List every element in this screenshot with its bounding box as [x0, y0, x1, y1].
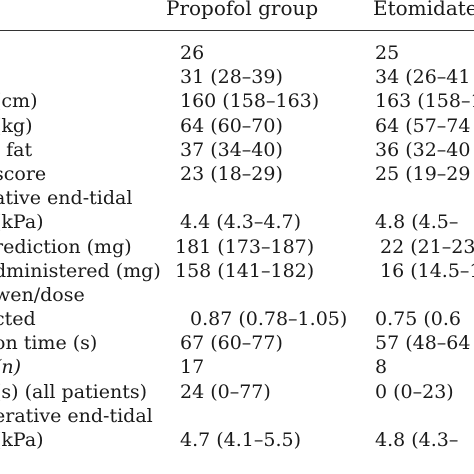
table-row: (kg) 64 (60–70) 64 (57–74 [0, 114, 474, 138]
header-etomidate-group: Etomidate g [373, 0, 474, 20]
table-row: rediction (mg) 181 (173–187) 22 (21–23 [0, 235, 474, 259]
etomidate-value: 8 [375, 356, 388, 379]
table-row: on time (s) 67 (60–77) 57 (48–64 [0, 331, 474, 355]
row-label: ) [0, 65, 1, 89]
row-label: rediction (mg) [0, 235, 132, 258]
etomidate-value: 25 (19–29 [375, 162, 471, 185]
table-row: ative end-tidal [0, 186, 474, 210]
row-label: erative end-tidal [0, 404, 153, 427]
etomidate-value: 34 (26–41 [375, 66, 471, 89]
table-row: erative end-tidal [0, 404, 474, 428]
propofol-value: 26 [180, 42, 205, 64]
etomidate-value: 0.75 (0.6 [375, 308, 461, 331]
propofol-value: 17 [180, 356, 205, 379]
etomidate-value: 57 (48–64 [375, 332, 471, 355]
table-row: · fat 37 (34–40) 36 (32–40 [0, 138, 474, 162]
etomidate-value: 0 (0–23) [375, 380, 454, 403]
table-row: dministered (mg) 158 (141–182) 16 (14.5–… [0, 259, 474, 283]
propofol-value: 31 (28–39) [180, 66, 283, 89]
table-header: Propofol group Etomidate g [0, 0, 474, 30]
row-label: wen/dose [0, 283, 85, 306]
row-label: (cm) [0, 90, 38, 113]
propofol-value: 64 (60–70) [180, 114, 283, 137]
etomidate-value: 22 (21–23 [380, 235, 474, 258]
row-label: on time (s) [0, 332, 98, 355]
row-label: (kPa) [0, 211, 44, 234]
propofol-value: 160 (158–163) [180, 90, 320, 113]
etomidate-value: 25 [375, 42, 400, 64]
row-label: (n) [0, 356, 22, 379]
etomidate-value: 64 (57–74 [375, 114, 471, 137]
row-label: (kPa) [0, 429, 44, 451]
etomidate-value: 16 (14.5–1 [380, 259, 474, 282]
row-label: ative end-tidal [0, 187, 133, 210]
row-label: dministered (mg) [0, 259, 161, 282]
row-label: (s) (all patients) [0, 380, 148, 403]
row-label: (kg) [0, 114, 33, 137]
propofol-value: 4.7 (4.1–5.5) [180, 429, 302, 451]
propofol-value: 24 (0–77) [180, 380, 271, 403]
propofol-value: 67 (60–77) [180, 332, 283, 355]
table-row: (n) 17 8 [0, 355, 474, 379]
table-row: (kPa) 4.7 (4.1–5.5) 4.8 (4.3– [0, 428, 474, 452]
etomidate-value: 4.8 (4.3– [375, 429, 459, 451]
propofol-value: 181 (173–187) [175, 235, 315, 258]
etomidate-value: 4.8 (4.5– [375, 211, 459, 234]
header-propofol-group: Propofol group [166, 0, 319, 20]
table-row: (cm) 160 (158–163) 163 (158–1 [0, 89, 474, 113]
row-label: score [0, 162, 47, 185]
table-row: ) 31 (28–39) 34 (26–41 [0, 65, 474, 89]
row-label: cted [0, 308, 36, 331]
propofol-value: 158 (141–182) [175, 259, 315, 282]
propofol-value: 37 (34–40) [180, 138, 283, 161]
table-row: cted 0.87 (0.78–1.05) 0.75 (0.6 [0, 307, 474, 331]
row-label: · fat [0, 138, 33, 161]
table-row: 26 25 [0, 41, 474, 65]
propofol-value: 23 (18–29) [180, 162, 283, 185]
table-row: (kPa) 4.4 (4.3–4.7) 4.8 (4.5– [0, 210, 474, 234]
propofol-value: 0.87 (0.78–1.05) [190, 308, 348, 331]
etomidate-value: 163 (158–1 [375, 90, 474, 113]
table-body: 26 25 ) 31 (28–39) 34 (26–41 (cm) 160 (1… [0, 41, 474, 452]
table-row: wen/dose [0, 283, 474, 307]
propofol-value: 4.4 (4.3–4.7) [180, 211, 302, 234]
etomidate-value: 36 (32–40 [375, 138, 471, 161]
header-rule [0, 30, 474, 31]
table-row: score 23 (18–29) 25 (19–29 [0, 162, 474, 186]
table-row: (s) (all patients) 24 (0–77) 0 (0–23) [0, 380, 474, 404]
